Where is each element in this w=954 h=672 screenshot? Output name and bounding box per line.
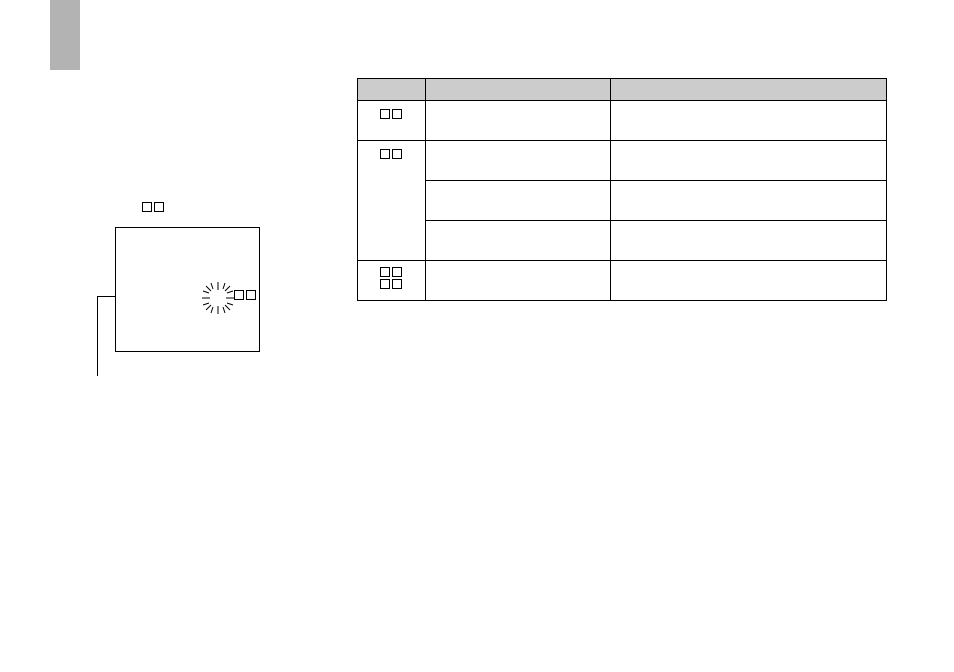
diagram-side-squares	[234, 290, 256, 300]
square-icon	[142, 202, 152, 212]
table-header-cell	[425, 79, 610, 101]
two-squares-icon	[362, 105, 421, 119]
square-icon	[380, 149, 390, 159]
table-cell	[610, 181, 886, 221]
diagram-callout-line	[97, 296, 115, 376]
table-cell	[425, 261, 610, 301]
table-row	[358, 221, 887, 261]
table-cell-icon	[358, 261, 426, 301]
table-header-cell	[610, 79, 886, 101]
square-icon	[380, 267, 390, 277]
table-row	[358, 261, 887, 301]
square-icon	[234, 290, 244, 300]
table-cell	[610, 221, 886, 261]
table-cell	[425, 221, 610, 261]
table-header-row	[358, 79, 887, 101]
square-icon	[392, 109, 402, 119]
table-cell	[610, 261, 886, 301]
square-icon	[380, 109, 390, 119]
side-tab	[50, 0, 80, 70]
table-cell	[610, 141, 886, 181]
data-table	[357, 78, 887, 301]
diagram-top-squares	[142, 202, 164, 212]
table-row	[358, 141, 887, 181]
table-header-cell	[358, 79, 426, 101]
table-cell-icon	[358, 141, 426, 261]
starburst-icon	[200, 280, 236, 316]
two-squares-icon	[362, 145, 421, 159]
table-row	[358, 101, 887, 141]
square-icon	[246, 290, 256, 300]
table-row	[358, 181, 887, 221]
table-cell	[425, 141, 610, 181]
table-cell	[425, 101, 610, 141]
square-icon	[392, 149, 402, 159]
table-cell	[425, 181, 610, 221]
square-icon	[154, 202, 164, 212]
four-squares-icon	[362, 265, 421, 289]
square-icon	[392, 279, 402, 289]
table-cell-icon	[358, 101, 426, 141]
square-icon	[380, 279, 390, 289]
square-icon	[392, 267, 402, 277]
table-cell	[610, 101, 886, 141]
